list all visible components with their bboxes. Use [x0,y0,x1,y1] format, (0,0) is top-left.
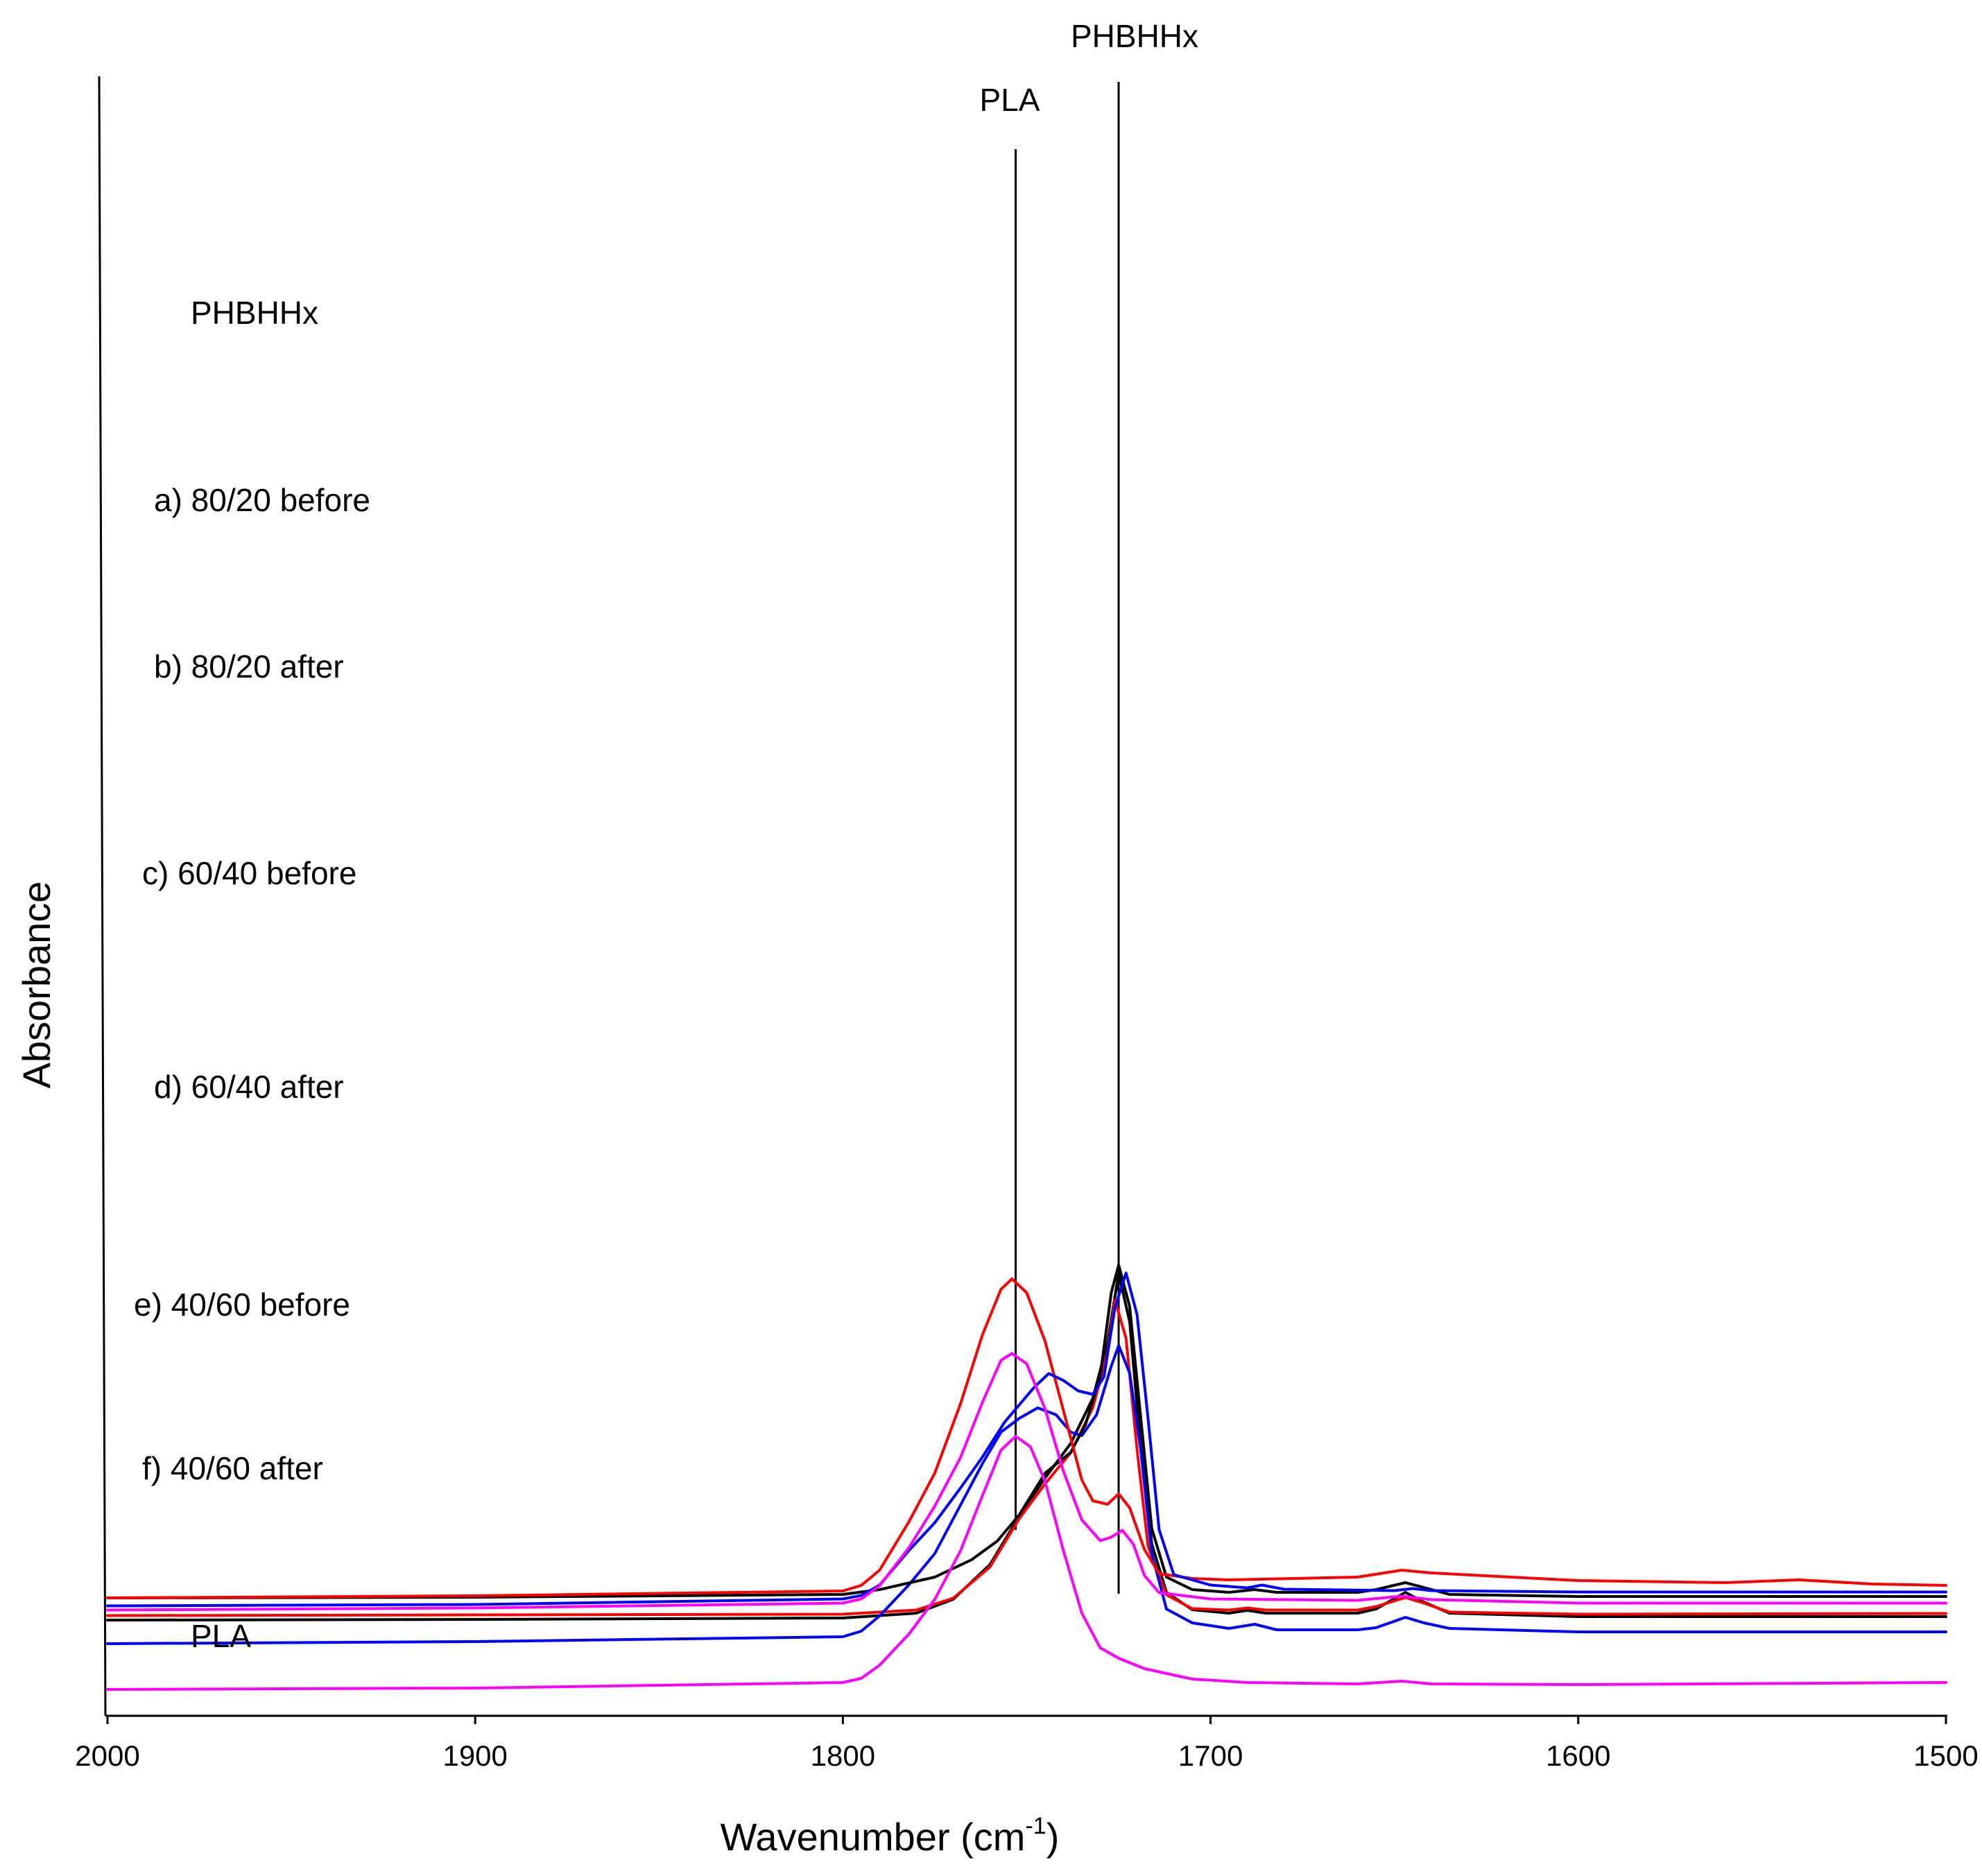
spectra-traces [106,1264,1947,1691]
trace-0 [106,1272,1947,1621]
x-tick-label: 1800 [811,1739,875,1772]
series-label-a: a) 80/20 before [154,482,370,518]
x-tick-label: 1500 [1913,1739,1978,1772]
ref-label-pla: PLA [980,82,1040,118]
x-tick-label: 1700 [1178,1739,1243,1772]
series-label-d: d) 60/40 after [154,1069,344,1105]
series-label-c: c) 60/40 before [142,855,356,891]
series-label-f: f) 40/60 after [142,1450,323,1486]
x-tick-label: 2000 [75,1739,139,1772]
trace-7 [106,1435,1947,1691]
series-label-phbhhx: PHBHHx [191,295,318,331]
trace-1 [106,1298,1947,1617]
x-axis-ticks: 2000 1900 1800 1700 1600 1500 [75,1716,1979,1772]
x-tick-label: 1600 [1546,1739,1610,1772]
trace-4 [106,1277,1947,1599]
trace-5 [106,1271,1947,1608]
series-label-e: e) 40/60 before [134,1286,350,1323]
x-axis-title: Wavenumber (cm-1) [721,1813,1060,1859]
y-axis-title: Absorbance [15,881,58,1089]
y-axis-line [98,76,107,1716]
reference-lines [1015,82,1120,1594]
ref-label-phbhhx: PHBHHx [1071,18,1198,54]
x-tick-label: 1900 [442,1739,507,1772]
trace-6 [106,1352,1947,1612]
series-labels: PHBHHx a) 80/20 before b) 80/20 after c)… [134,295,370,1654]
trace-3 [106,1264,1947,1599]
series-label-pla: PLA [191,1618,251,1654]
trace-2 [106,1344,1947,1645]
series-label-b: b) 80/20 after [154,648,344,685]
